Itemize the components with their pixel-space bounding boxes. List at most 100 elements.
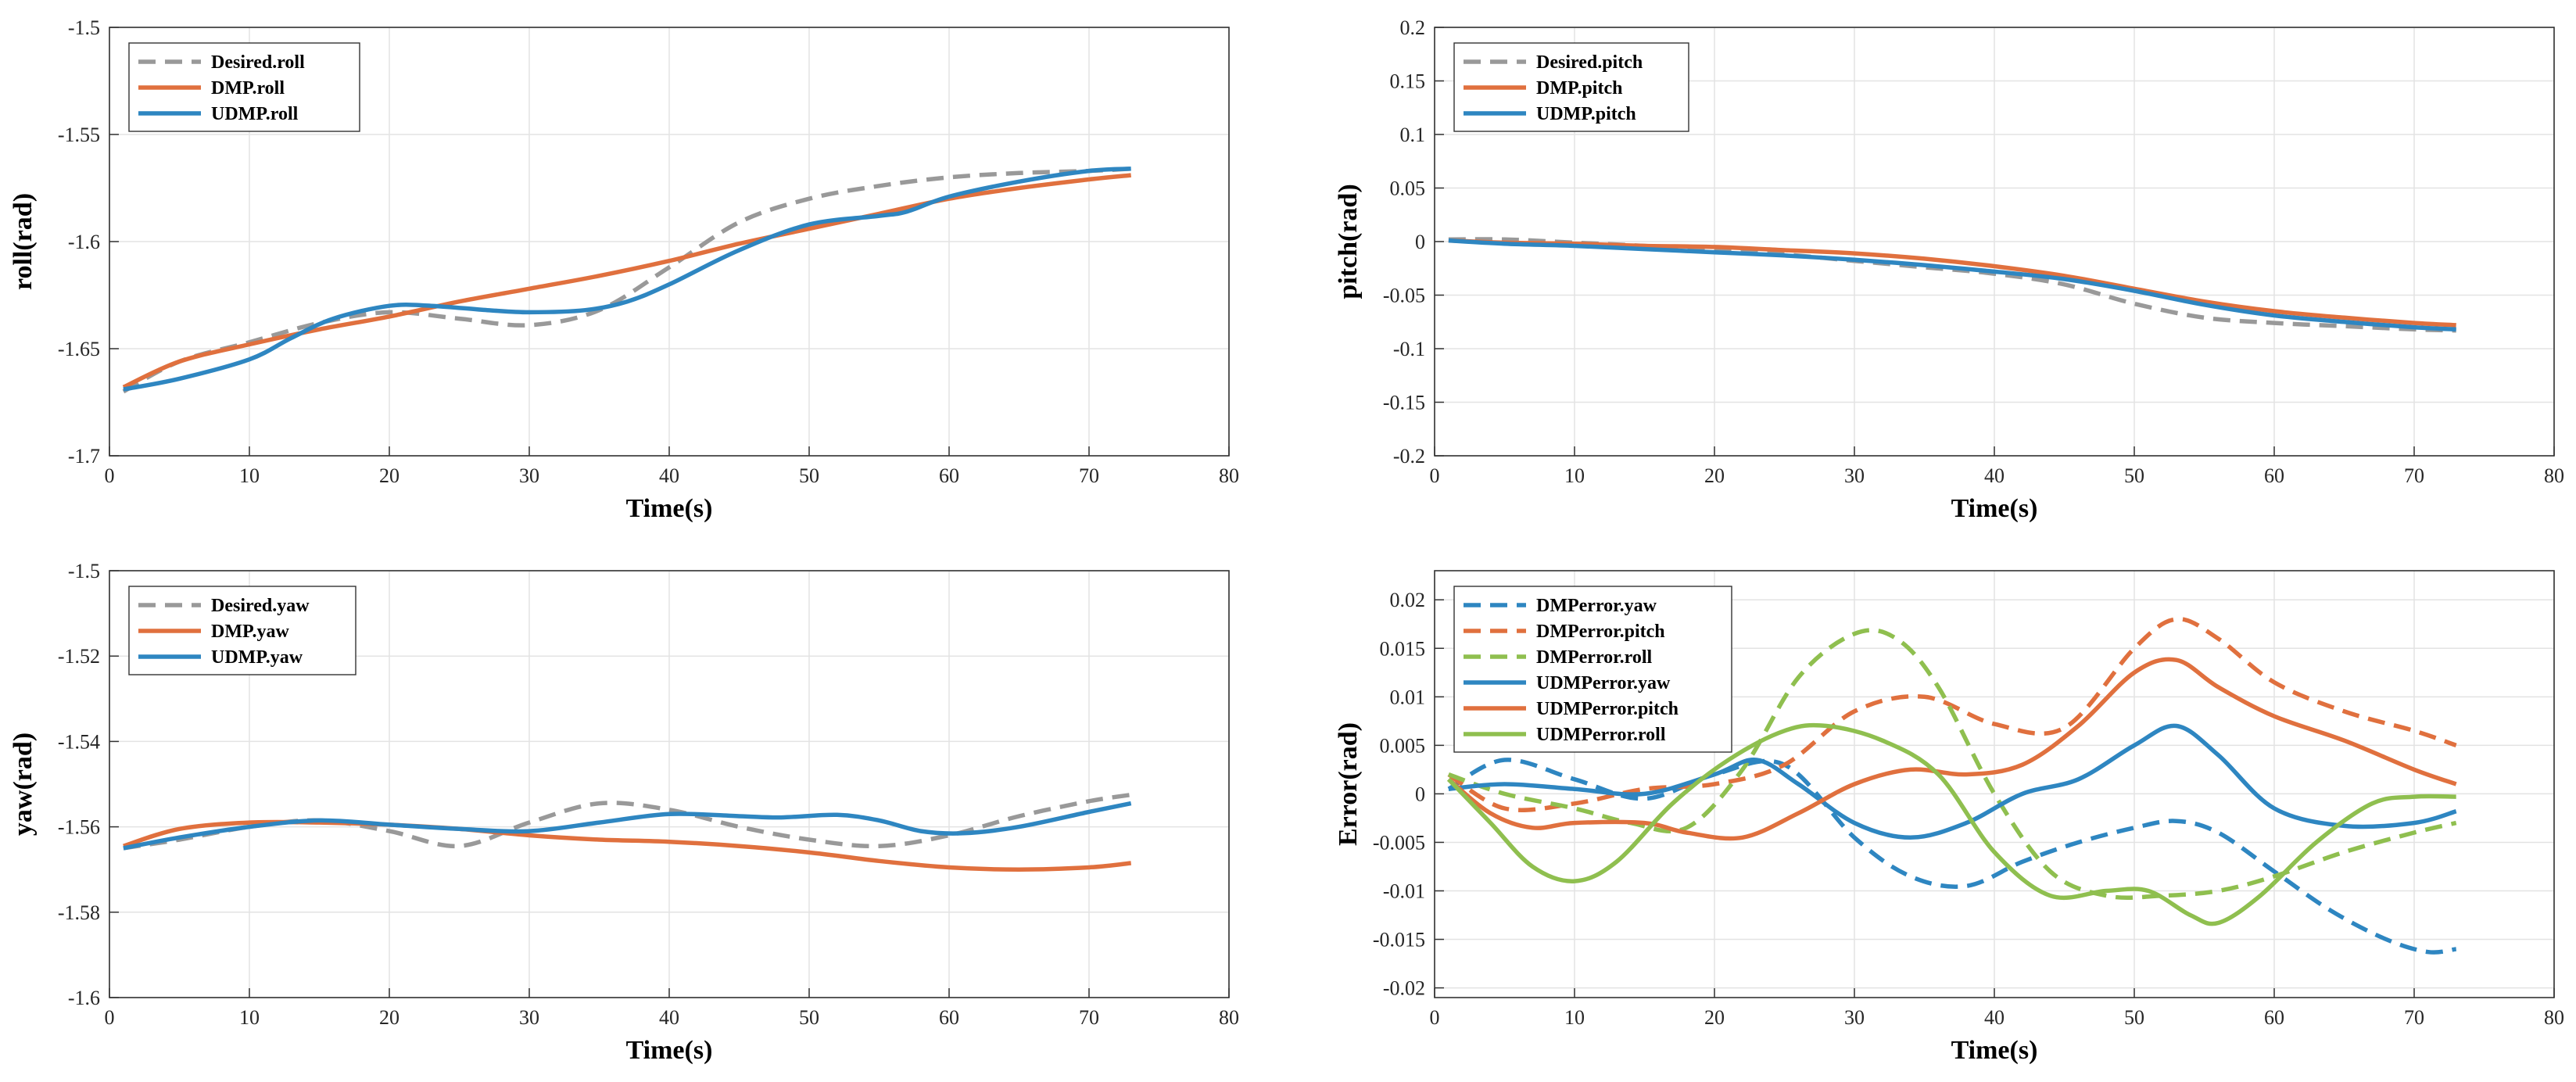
legend-label: UDMP.roll (211, 104, 299, 124)
y-tick-label: -0.015 (1373, 929, 1425, 951)
x-tick-label: 40 (659, 1006, 679, 1029)
x-tick-label: 80 (2544, 464, 2564, 487)
y-tick-label: 0.005 (1380, 734, 1426, 757)
chart-roll: 0 10 20 30 40 50 60 70 80 -1.7 -1.65 -1.6 -1.55 -1.5 T… (9, 16, 1239, 523)
x-tick-label: 0 (105, 1006, 115, 1029)
x-tick-label: 70 (2404, 1006, 2424, 1029)
y-axis-label: pitch(rad) (1334, 184, 1363, 299)
series-line-dmperror-yaw (1447, 758, 2457, 955)
series-line-udmp-roll (123, 167, 1131, 392)
y-tick-label: -0.005 (1373, 831, 1425, 854)
y-tick-label: -1.52 (58, 645, 100, 668)
y-tick-label: 0.02 (1390, 589, 1426, 611)
y-tick-label: 0 (1415, 783, 1425, 805)
y-axis-label: roll(rad) (9, 193, 38, 290)
legend-label: UDMP.yaw (211, 647, 303, 668)
series-line-desired-roll (122, 167, 1131, 394)
x-tick-label: 30 (1844, 464, 1865, 487)
legend-label: DMPerror.yaw (1536, 596, 1657, 616)
x-tick-label: 20 (379, 464, 399, 487)
x-tick-label: 40 (1984, 464, 2005, 487)
y-tick-label: -0.1 (1393, 338, 1425, 360)
legend: Desired.pitch DMP.pitch UDMP.pitch (1453, 42, 1689, 132)
legend-label: UDMP.pitch (1536, 104, 1636, 124)
y-tick-label: 0.15 (1390, 70, 1426, 93)
y-tick-label: -0.02 (1383, 977, 1425, 1000)
y-tick-label: -0.15 (1383, 392, 1425, 414)
y-tick-label: 0.05 (1390, 177, 1426, 200)
legend: Desired.roll DMP.roll UDMP.roll (128, 42, 360, 132)
series-layer (1448, 237, 2456, 333)
x-tick-label: 10 (239, 1006, 260, 1029)
x-tick-label: 40 (1984, 1006, 2005, 1029)
series-line-udmperror-yaw (1448, 723, 2457, 840)
y-tick-label: -1.6 (68, 987, 100, 1009)
series-line-udmperror-pitch (1447, 657, 2457, 841)
series-line-dmp-roll (122, 173, 1131, 389)
x-tick-label: 60 (939, 464, 959, 487)
legend-label: UDMPerror.pitch (1536, 699, 1679, 719)
y-axis-label: yaw(rad) (9, 733, 38, 836)
y-tick-label: -1.58 (58, 901, 100, 924)
y-tick-label: 0.2 (1400, 16, 1426, 39)
x-tick-label: 10 (239, 464, 260, 487)
x-tick-label: 50 (2124, 464, 2144, 487)
y-tick-label: 0.01 (1390, 686, 1426, 708)
x-tick-label: 60 (2264, 1006, 2284, 1029)
y-tick-label: 0.1 (1400, 124, 1426, 146)
x-tick-label: 50 (799, 464, 819, 487)
series-line-udmp-yaw (123, 801, 1132, 851)
x-tick-label: 80 (1219, 464, 1239, 487)
x-tick-label: 30 (519, 464, 539, 487)
x-tick-label: 0 (1430, 464, 1440, 487)
y-tick-label: 0.015 (1380, 637, 1426, 660)
series-line-dmp-pitch (1448, 238, 2456, 328)
chart-error: 0 10 20 30 40 50 60 70 80 -0.02 -0.015 -0.01 -0.005 0… (1334, 570, 2564, 1065)
chart-pitch: 0 10 20 30 40 50 60 70 80 -0.2 -0.15 -0.1 -0.05 0 0.05… (1334, 16, 2564, 523)
y-tick-label: -0.01 (1383, 880, 1425, 903)
x-tick-label: 60 (939, 1006, 959, 1029)
legend-label: UDMPerror.yaw (1536, 673, 1671, 693)
x-tick-label: 0 (1430, 1006, 1440, 1029)
y-tick-label: -0.2 (1393, 445, 1425, 468)
legend-label: DMPerror.pitch (1536, 622, 1665, 642)
legend-label: Desired.roll (211, 52, 305, 73)
x-tick-label: 40 (659, 464, 679, 487)
y-tick-label: -1.5 (68, 16, 100, 39)
y-tick-label: -1.6 (68, 231, 100, 253)
x-tick-label: 70 (1079, 464, 1099, 487)
x-tick-label: 20 (1704, 1006, 1725, 1029)
y-tick-label: -0.05 (1383, 285, 1425, 307)
x-tick-label: 50 (2124, 1006, 2144, 1029)
y-axis-label: Error(rad) (1334, 722, 1363, 846)
x-tick-label: 70 (1079, 1006, 1099, 1029)
x-axis-label: Time(s) (626, 494, 713, 523)
x-tick-label: 10 (1564, 464, 1585, 487)
x-tick-label: 0 (105, 464, 115, 487)
x-axis-label: Time(s) (1951, 1036, 2038, 1065)
x-tick-label: 70 (2404, 464, 2424, 487)
legend-label: DMP.pitch (1536, 78, 1622, 99)
y-tick-label: -1.5 (68, 560, 100, 582)
series-line-dmperror-pitch (1447, 617, 2457, 812)
y-tick-label: -1.65 (58, 338, 100, 360)
x-tick-label: 20 (1704, 464, 1725, 487)
y-tick-label: -1.7 (68, 445, 100, 468)
x-tick-label: 30 (1844, 1006, 1865, 1029)
legend-label: Desired.yaw (211, 596, 310, 616)
legend-label: DMP.yaw (211, 622, 289, 642)
series-line-udmperror-roll (1446, 722, 2456, 926)
y-tick-label: -1.54 (58, 730, 100, 753)
x-tick-label: 20 (379, 1006, 399, 1029)
y-tick-label: -1.55 (58, 124, 100, 146)
x-tick-label: 10 (1564, 1006, 1585, 1029)
series-layer (1446, 617, 2457, 955)
y-tick-label: -1.56 (58, 816, 100, 839)
x-tick-label: 60 (2264, 464, 2284, 487)
x-tick-label: 80 (1219, 1006, 1239, 1029)
legend-label: DMPerror.roll (1536, 647, 1653, 668)
series-layer (122, 167, 1131, 394)
x-tick-label: 30 (519, 1006, 539, 1029)
series-layer (123, 792, 1132, 872)
